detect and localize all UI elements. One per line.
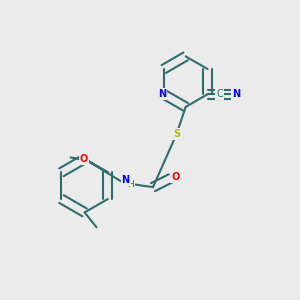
Text: N: N xyxy=(158,89,166,99)
Text: C: C xyxy=(216,89,223,99)
Text: H: H xyxy=(127,180,134,189)
Text: N: N xyxy=(122,175,130,185)
Text: O: O xyxy=(171,172,179,182)
Text: S: S xyxy=(173,129,180,139)
Text: N: N xyxy=(232,89,240,99)
Text: O: O xyxy=(80,154,88,164)
